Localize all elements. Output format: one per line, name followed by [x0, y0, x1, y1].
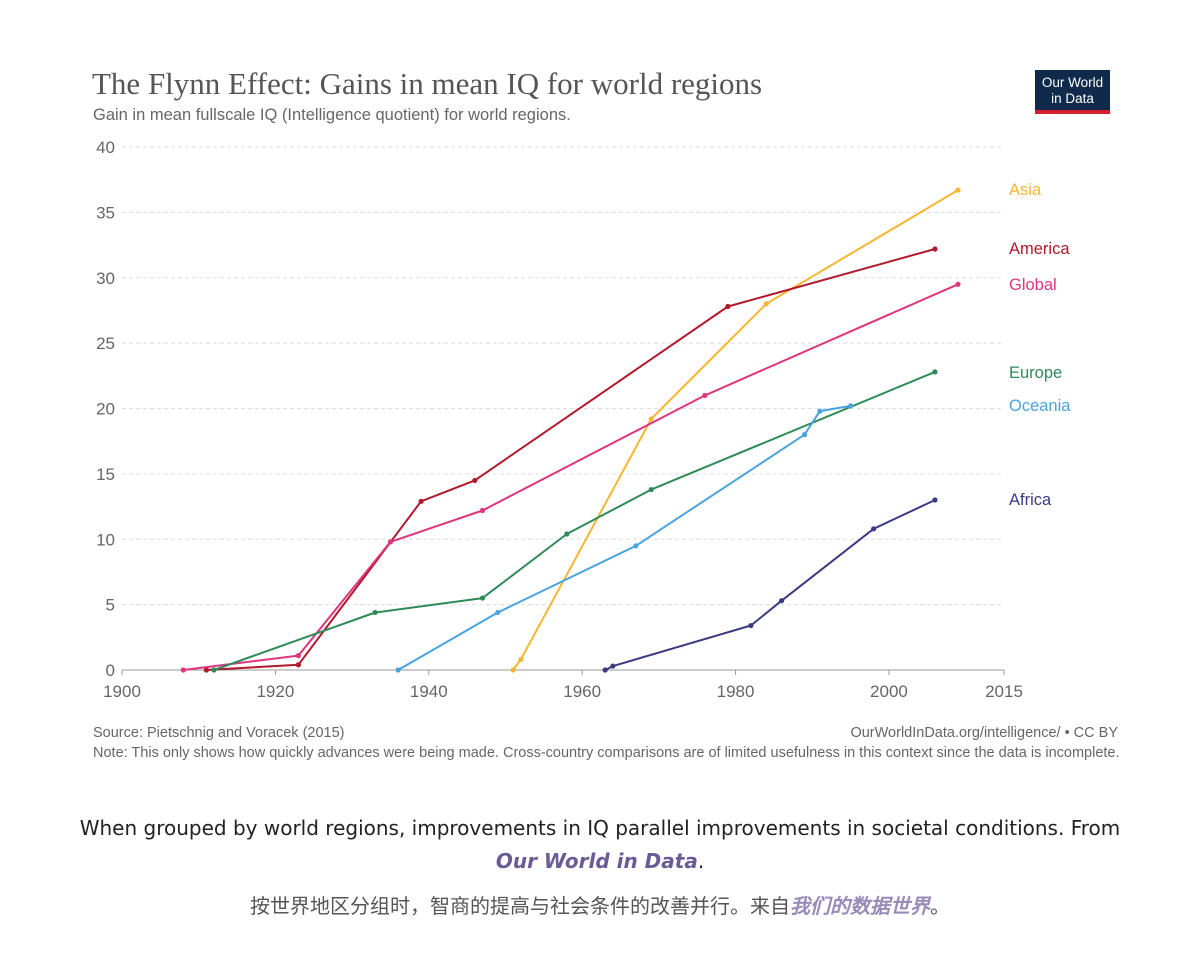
x-tick-label: 1940 [410, 682, 448, 701]
data-point-global [479, 507, 486, 514]
data-point-asia [648, 416, 654, 422]
caption-zh-end: 。 [930, 894, 950, 918]
data-point-america [203, 667, 209, 673]
caption-english: When grouped by world regions, improveme… [0, 812, 1200, 878]
data-point-oceania [495, 609, 501, 616]
data-point-america [418, 498, 424, 504]
data-point-asia [955, 187, 961, 193]
series-label-africa: Africa [1009, 491, 1052, 509]
y-tick-label: 25 [96, 334, 115, 353]
y-tick-label: 15 [96, 465, 115, 484]
caption-source-link[interactable]: Our World in Data [495, 849, 698, 873]
data-point-oceania [848, 403, 854, 409]
data-point-global [180, 667, 186, 673]
series-line-europe [213, 370, 936, 671]
data-point-asia [510, 667, 516, 673]
y-tick-label: 40 [96, 138, 115, 157]
y-tick-label: 0 [106, 661, 115, 680]
data-point-asia [763, 301, 769, 307]
data-point-oceania [817, 408, 823, 414]
caption-zh-source-link[interactable]: 我们的数据世界 [790, 894, 930, 918]
data-point-europe [648, 486, 654, 493]
data-point-global [702, 392, 708, 399]
data-point-global [955, 281, 961, 287]
source-text: Source: Pietschnig and Voracek (2015) [93, 725, 345, 741]
logo-line-2: in Data [1051, 91, 1094, 106]
series-line-oceania [397, 404, 851, 671]
data-point-africa [871, 526, 877, 532]
series-label-america: America [1009, 240, 1070, 258]
data-point-europe [372, 609, 378, 616]
data-point-europe [211, 667, 217, 673]
x-tick-label: 2015 [985, 682, 1023, 701]
data-point-africa [610, 663, 616, 669]
data-point-europe [932, 369, 938, 375]
data-point-america [472, 477, 478, 484]
logo-line-1: Our World [1041, 75, 1104, 90]
chart-subtitle: Gain in mean fullscale IQ (Intelligence … [93, 106, 571, 124]
y-tick-label: 5 [106, 596, 115, 615]
series-line-global [183, 283, 959, 671]
owid-logo[interactable]: Our World in Data [1035, 70, 1110, 114]
y-tick-label: 20 [96, 400, 115, 419]
data-point-oceania [395, 667, 401, 673]
data-point-africa [932, 497, 938, 503]
data-point-oceania [801, 432, 808, 438]
data-point-oceania [633, 543, 639, 549]
series-label-oceania: Oceania [1009, 397, 1071, 415]
source-url[interactable]: OurWorldInData.org/intelligence/ • CC BY [850, 725, 1118, 741]
data-point-america [725, 303, 731, 310]
data-point-global [387, 539, 394, 545]
chart-title: The Flynn Effect: Gains in mean IQ for w… [92, 66, 763, 101]
data-point-global [295, 653, 301, 659]
caption-chinese: 按世界地区分组时，智商的提高与社会条件的改善并行。来自我们的数据世界。 [0, 890, 1200, 919]
data-point-america [932, 246, 938, 252]
series-label-global: Global [1009, 276, 1057, 294]
data-point-africa [778, 598, 785, 604]
y-tick-label: 35 [96, 203, 115, 222]
data-point-europe [564, 531, 570, 537]
chart-note: Note: This only shows how quickly advanc… [93, 745, 1120, 761]
caption-text: When grouped by world regions, improveme… [79, 816, 1121, 840]
data-point-africa [748, 622, 754, 629]
data-point-america [295, 662, 301, 668]
y-tick-label: 30 [96, 269, 115, 288]
x-tick-label: 1900 [103, 682, 141, 701]
x-tick-label: 1980 [717, 682, 755, 701]
data-point-africa [602, 667, 608, 673]
x-tick-label: 2000 [870, 682, 908, 701]
data-point-europe [479, 595, 486, 601]
caption-end: . [697, 849, 705, 873]
series-label-europe: Europe [1009, 364, 1062, 382]
data-point-asia [518, 656, 524, 663]
y-tick-label: 10 [96, 530, 115, 549]
x-tick-label: 1960 [563, 682, 601, 701]
line-chart: 0 5 10 15 20 25 30 35 40 1900 1920 1940 1960 1980 2000… [96, 138, 1071, 701]
series-line-africa [604, 499, 936, 671]
caption-zh-text: 按世界地区分组时，智商的提高与社会条件的改善并行。来自 [250, 894, 790, 918]
series-label-asia: Asia [1009, 181, 1042, 199]
series-line-america [206, 248, 936, 671]
x-tick-label: 1920 [256, 682, 294, 701]
